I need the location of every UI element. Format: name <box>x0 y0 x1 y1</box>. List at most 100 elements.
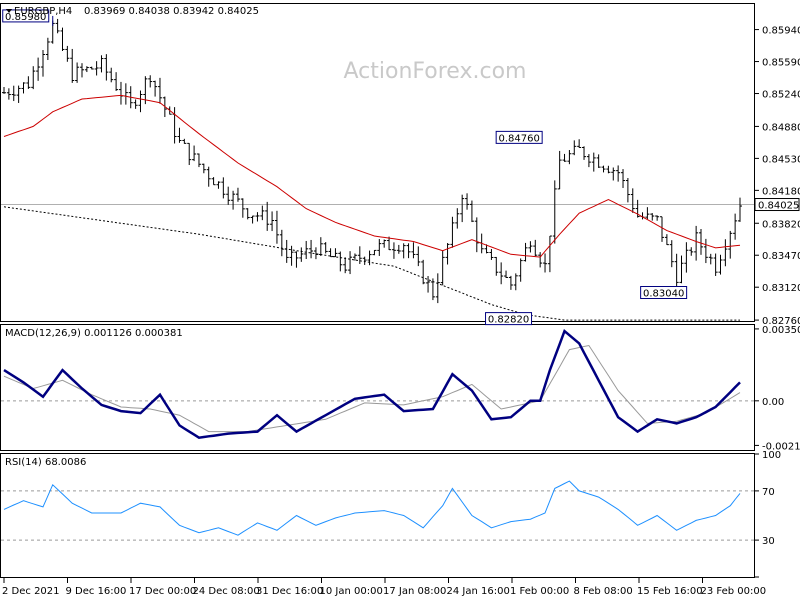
price-y-tick-label: 0.83120 <box>762 283 800 294</box>
ohlc-bar <box>489 249 494 260</box>
ohlc-bar <box>94 61 99 76</box>
ohlc-bar <box>528 241 533 253</box>
macd-title: MACD(12,26,9) 0.001126 0.000381 <box>5 328 183 339</box>
ohlc-bar <box>318 237 323 257</box>
rsi-y-axis: 100 70 30 <box>755 450 781 578</box>
ohlc-bar <box>455 208 460 229</box>
ohlc-bar <box>109 67 114 83</box>
ohlc-bar <box>362 256 367 265</box>
ohlc-bar <box>484 244 489 254</box>
x-tick-label: 23 Feb 00:00 <box>701 586 767 597</box>
ohlc-bar <box>586 154 591 168</box>
ohlc-bar <box>523 242 528 262</box>
price-y-tick-label: 0.85940 <box>762 26 800 37</box>
ohlc-bar <box>352 253 357 261</box>
ohlc-bar <box>421 259 426 285</box>
ohlc-bar <box>655 215 660 221</box>
rsi-panel-frame <box>0 453 755 578</box>
ohlc-bar <box>601 165 606 173</box>
x-tick-label: 10 Jan 00:00 <box>320 586 383 597</box>
ohlc-bar <box>616 165 621 182</box>
rsi-title: RSI(14) 68.0086 <box>5 457 86 468</box>
ohlc-bar <box>333 248 338 258</box>
ohlc-bar <box>684 242 689 273</box>
ohlc-bar <box>235 187 240 202</box>
ohlc-bar <box>445 243 450 265</box>
ohlc-bar <box>187 142 192 166</box>
last-price-label: 0.84025 <box>758 201 799 212</box>
ohlc-bar <box>284 239 289 263</box>
x-tick-label: 17 Jan 08:00 <box>383 586 446 597</box>
ohlc-bar <box>567 150 572 165</box>
ohlc-bar <box>279 229 284 257</box>
ohlc-bar <box>260 205 265 221</box>
ohlc-bar <box>396 244 401 254</box>
price-bars <box>2 18 742 304</box>
ohlc-bar <box>416 246 421 267</box>
ohlc-bar <box>192 145 197 162</box>
ohlc-bar <box>153 80 158 97</box>
price-title: EURGBP,H4 <box>14 6 72 17</box>
ohlc-bar <box>114 72 119 91</box>
x-tick-label: 1 Feb 00:00 <box>510 586 569 597</box>
ohlc-bar <box>660 216 665 242</box>
ohlc-bar <box>21 82 26 94</box>
ohlc-bar <box>250 215 255 224</box>
ohlc-bar <box>270 211 275 232</box>
price-annotation: 0.84760 <box>495 130 543 144</box>
ohlc-bar <box>45 37 50 61</box>
price-y-tick-label: 0.85590 <box>762 58 800 69</box>
x-tick-label: 17 Dec 00:00 <box>129 586 196 597</box>
price-y-tick-label: 0.83820 <box>762 219 800 230</box>
ohlc-bar <box>621 169 626 188</box>
ohlc-bar <box>518 258 523 282</box>
x-tick-label: 2 Dec 2021 <box>2 586 60 597</box>
ohlc-bar <box>31 66 36 90</box>
ohlc-bar <box>547 235 552 273</box>
ohlc-bar <box>538 252 543 268</box>
ohlc-bar <box>338 251 343 272</box>
price-annotations: 0.85980 0.84760 0.82820 0.83040 <box>2 9 688 326</box>
x-tick-label: 15 Feb 16:00 <box>637 586 703 597</box>
x-tick-label: 31 Dec 16:00 <box>256 586 323 597</box>
ohlc-bar <box>104 54 109 81</box>
annotation-label: 0.85980 <box>5 12 46 23</box>
annotation-box <box>640 286 688 300</box>
ohlc-bar <box>26 76 31 89</box>
ohlc-bar <box>2 86 6 94</box>
ohlc-bar <box>606 165 611 174</box>
ohlc-bar <box>645 207 650 220</box>
ohlc-bar <box>572 140 577 156</box>
annotation-box <box>485 312 533 326</box>
ohlc-bar <box>304 240 309 260</box>
annotation-box <box>495 130 543 144</box>
ohlc-bar <box>309 239 314 259</box>
ohlc-bar <box>611 167 616 181</box>
annotation-label: 0.84760 <box>498 133 539 144</box>
price-annotation: 0.83040 <box>640 286 688 300</box>
ohlc-bar <box>625 178 630 203</box>
ohlc-bar <box>708 253 713 265</box>
ohlc-bar <box>738 197 742 222</box>
price-y-tick-label: 0.84530 <box>762 154 800 165</box>
ohlc-bar <box>733 213 738 240</box>
ma-fast-line <box>3 94 741 258</box>
dropdown-triangle-icon[interactable] <box>6 9 12 13</box>
ohlc-bar <box>99 55 104 73</box>
ohlc-bar <box>123 83 128 105</box>
price-y-tick-label: 0.85240 <box>762 90 800 101</box>
ohlc-bar <box>16 85 21 103</box>
price-annotation: 0.82820 <box>485 312 533 326</box>
annotation-box <box>2 9 50 23</box>
ohlc-bar <box>474 217 479 253</box>
ohlc-bar <box>138 90 143 113</box>
ma-slow-line <box>3 206 740 321</box>
x-tick-label: 9 Dec 16:00 <box>66 586 127 597</box>
ohlc-bar <box>552 180 557 244</box>
ohlc-bar <box>177 127 182 143</box>
last-price-badge <box>754 198 800 212</box>
price-panel-frame <box>0 3 755 322</box>
ohlc-bar <box>313 247 318 260</box>
ohlc-bar <box>133 99 138 109</box>
